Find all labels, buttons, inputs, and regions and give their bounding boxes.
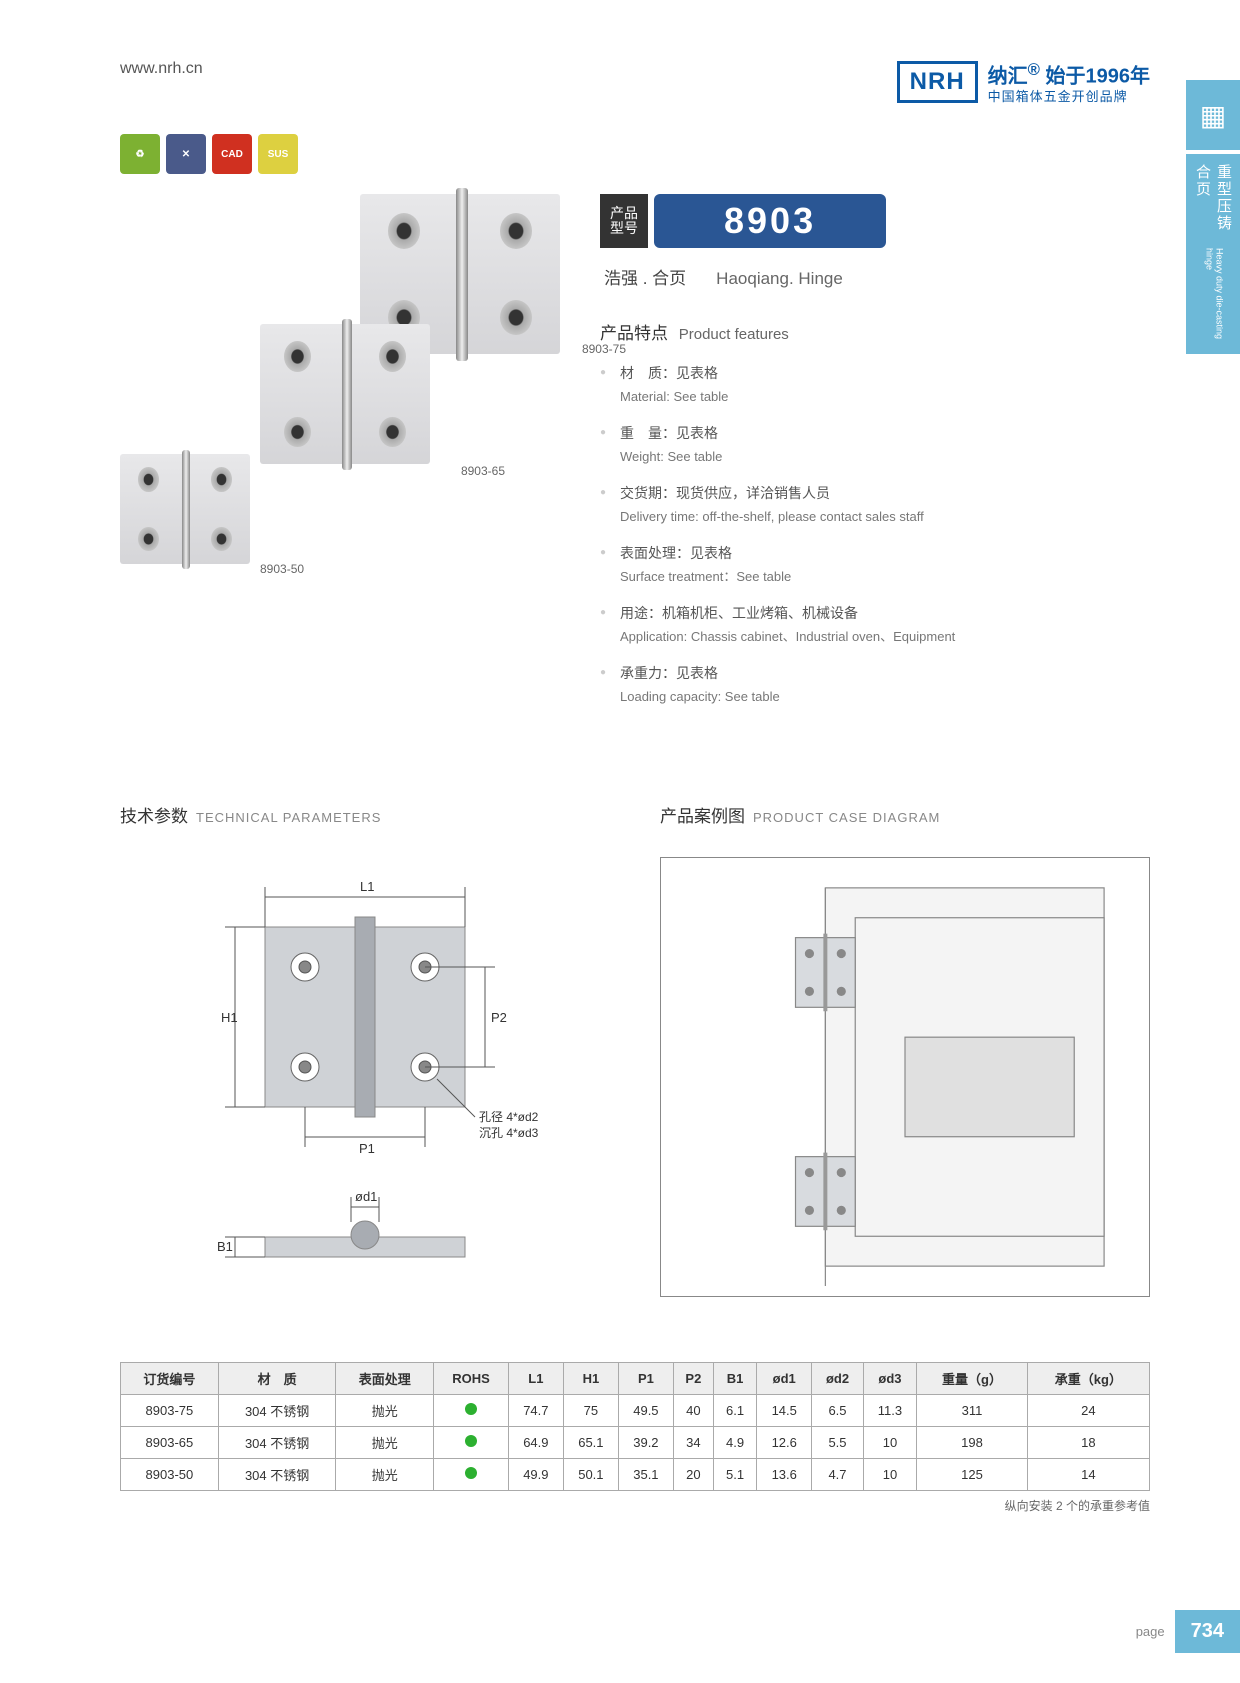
badge-x: ✕ [166,134,206,174]
feature-item: 交货期：现货供应，详洽销售人员Delivery time: off-the-sh… [600,482,1150,528]
page-number: 734 [1175,1610,1240,1653]
img-label-75: 8903-75 [582,342,626,356]
tech-diagram: L1 H1 P2 P1 孔径 4*ød2 沉孔 4*ød3 ød1 B1 [120,857,610,1297]
side-tab: ▦ 重型压铸合页Heavy duty die-casting hinge [1186,80,1240,354]
feature-item: 承重力：见表格Loading capacity: See table [600,662,1150,708]
subtitle-cn: 浩强 . 合页 [604,269,686,288]
tech-title-en: TECHNICAL PARAMETERS [196,810,381,825]
feature-item: 重 量：见表格Weight: See table [600,422,1150,468]
model-label: 产品型号 8903 [600,194,1150,248]
badge-sus: SUS [258,134,298,174]
page-footer: page 734 [1136,1610,1240,1653]
hinge-icon: ▦ [1186,80,1240,150]
feat-title-en: Product features [679,326,789,343]
logo: NRH [897,61,978,103]
brand-sub: 中国箱体五金开创品牌 [988,89,1150,105]
svg-text:ød1: ød1 [355,1189,377,1204]
case-title-cn: 产品案例图 [660,807,745,826]
svg-text:沉孔 4*ød3: 沉孔 4*ød3 [479,1126,539,1140]
brand-block: NRH 纳汇® 始于1996年 中国箱体五金开创品牌 [897,60,1150,104]
case-title-en: PRODUCT CASE DIAGRAM [753,810,940,825]
model-cn1: 产品 [610,206,638,221]
svg-text:B1: B1 [217,1239,233,1254]
tab-en: Heavy duty die-casting hinge [1205,248,1225,344]
svg-text:P1: P1 [359,1141,375,1156]
brand-year: 始于1996年 [1046,66,1151,88]
svg-text:孔径 4*ød2: 孔径 4*ød2 [479,1110,539,1124]
tab-cn: 重型压铸合页 [1192,164,1234,248]
badge-row: ♻ ✕ CAD SUS [120,134,1150,174]
product-image-area: 8903-75 8903-65 8903-50 [120,194,560,614]
badge-eco: ♻ [120,134,160,174]
brand-cn: 纳汇 [988,66,1028,88]
model-cn2: 型号 [610,221,638,236]
feature-item: 表面处理：见表格Surface treatment：See table [600,542,1150,588]
feature-item: 用途：机箱机柜、工业烤箱、机械设备Application: Chassis ca… [600,602,1150,648]
svg-text:H1: H1 [221,1010,238,1025]
spec-table: 订货编号材 质表面处理ROHSL1H1P1P2B1ød1ød2ød3重量（g）承… [120,1362,1150,1491]
feat-title-cn: 产品特点 [600,324,668,343]
case-diagram [660,857,1150,1297]
svg-text:P2: P2 [491,1010,507,1025]
tech-title-cn: 技术参数 [120,807,188,826]
table-note: 纵向安装 2 个的承重参考值 [120,1497,1150,1514]
feature-item: 材 质：见表格Material: See table [600,362,1150,408]
features-list: 材 质：见表格Material: See table 重 量：见表格Weight:… [600,362,1150,707]
badge-cad: CAD [212,134,252,174]
site-url: www.nrh.cn [120,60,203,78]
svg-text:L1: L1 [360,879,374,894]
page-label: page [1136,1624,1165,1639]
img-label-50: 8903-50 [260,562,304,576]
subtitle-en: Haoqiang. Hinge [716,269,843,288]
img-label-65: 8903-65 [461,464,505,478]
model-number: 8903 [654,194,886,248]
